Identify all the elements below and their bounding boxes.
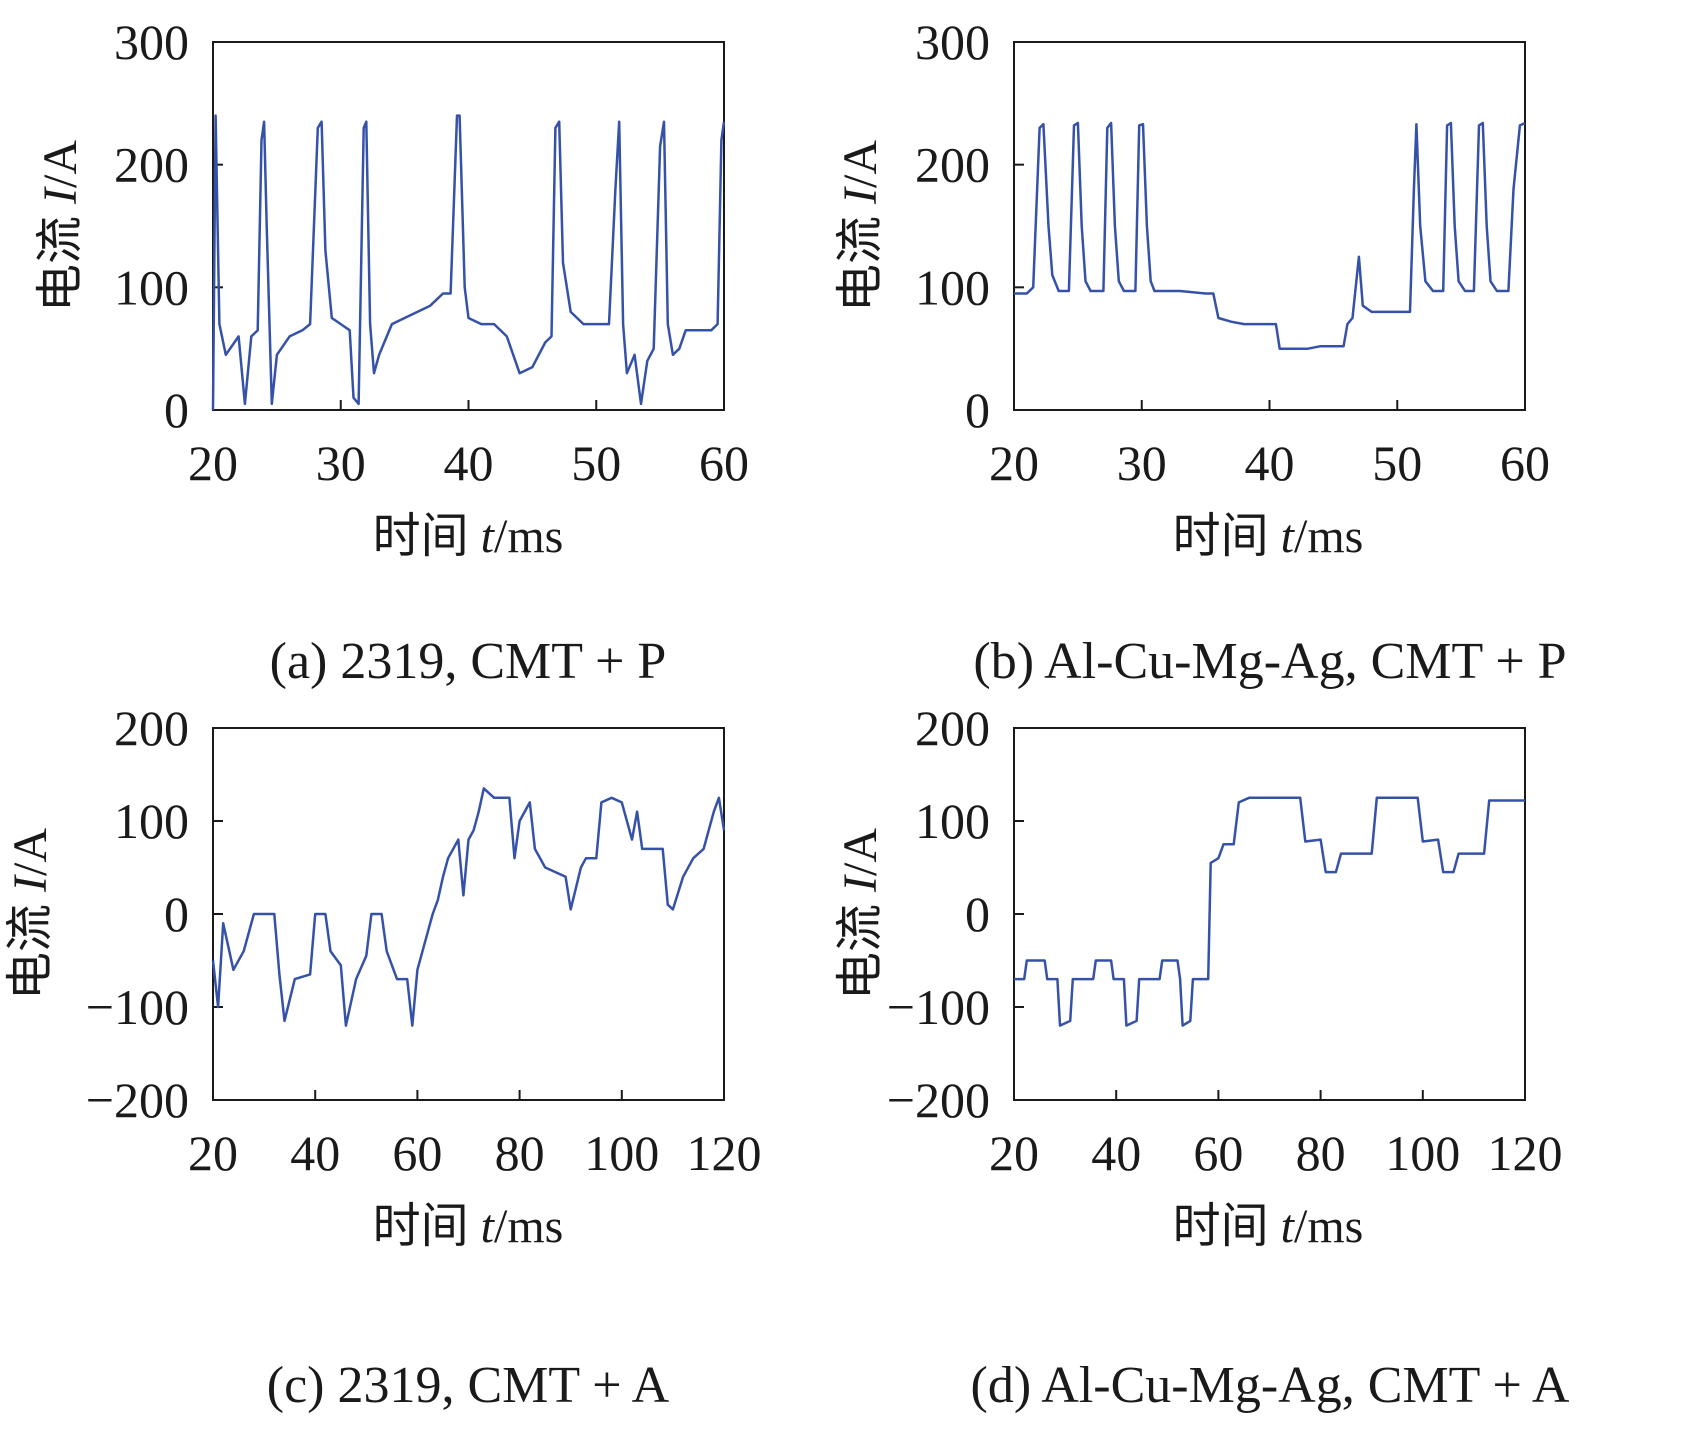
chart-d-x-tick-label: 80: [1296, 1125, 1346, 1181]
chart-a-y-tick-label: 100: [114, 259, 189, 315]
chart-a-y-tick-label: 0: [164, 382, 189, 438]
chart-c-ylabel: 电流 I/A: [4, 828, 57, 1000]
chart-c-ticks: 20 40 60 80 100 120 −200 −100 0 100 200: [86, 700, 762, 1181]
chart-d-plot-frame: [1013, 727, 1526, 1101]
chart-a-x-tick-label: 50: [571, 435, 621, 491]
chart-c-x-tick-label: 80: [495, 1125, 545, 1181]
chart-d-x-tick-label: 120: [1488, 1125, 1563, 1181]
chart-a-y-tick-label: 200: [114, 137, 189, 193]
chart-c-caption: (c) 2319, CMT + A: [267, 1357, 670, 1414]
chart-b-x-tick-label: 60: [1500, 435, 1550, 491]
chart-d-svg: 20 40 60 80 100 120 −200 −100 0 100 200 时间 t/ms 电流…: [834, 700, 1570, 1414]
chart-a-ylabel: 电流 I/A: [34, 140, 87, 312]
chart-d-xlabel: 时间 t/ms: [1173, 1200, 1364, 1253]
chart-c-x-tick-label: 120: [687, 1125, 762, 1181]
chart-b-series: [1014, 121, 1526, 350]
chart-b-current-line: [1014, 121, 1526, 350]
chart-a-x-tick-label: 60: [699, 435, 749, 491]
chart-a-x-tick-label: 20: [188, 435, 238, 491]
chart-d-current-line: [1014, 796, 1525, 1027]
chart-d-ylabel: 电流 I/A: [834, 828, 887, 1000]
chart-d-caption: (d) Al-Cu-Mg-Ag, CMT + A: [971, 1357, 1570, 1414]
chart-d-x-tick-label: 60: [1193, 1125, 1243, 1181]
chart-c-y-tick-label: 100: [114, 793, 189, 849]
chart-d-y-tick-label: 0: [965, 886, 990, 942]
chart-a-svg: 20 30 40 50 60 0 100 200 300 时间 t/ms 电流 I/A (a) …: [34, 14, 749, 690]
chart-d-x-tick-label: 100: [1385, 1125, 1460, 1181]
chart-d-x-tick-label: 20: [989, 1125, 1039, 1181]
chart-b-ticks: 20 30 40 50 60 0 100 200 300: [915, 14, 1550, 491]
chart-b-caption: (b) Al-Cu-Mg-Ag, CMT + P: [973, 633, 1566, 690]
chart-c-x-tick-label: 100: [584, 1125, 659, 1181]
chart-c-y-tick-label: −200: [86, 1072, 189, 1128]
chart-c-x-tick-label: 40: [290, 1125, 340, 1181]
chart-a-xlabel: 时间 t/ms: [373, 510, 564, 563]
chart-b-frame: [1013, 41, 1526, 411]
chart-b-x-tick-label: 30: [1117, 435, 1167, 491]
chart-b-y-tick-label: 0: [965, 382, 990, 438]
chart-c-xlabel: 时间 t/ms: [373, 1200, 564, 1253]
chart-b-y-tick-label: 200: [915, 137, 990, 193]
chart-b-ylabel: 电流 I/A: [834, 140, 887, 312]
chart-b-x-tick-label: 20: [989, 435, 1039, 491]
chart-c-current-line: [211, 787, 726, 1027]
chart-c-x-tick-label: 20: [188, 1125, 238, 1181]
chart-a-plot-frame: [212, 41, 725, 411]
chart-c-y-tick-label: 0: [164, 886, 189, 942]
chart-c-y-tick-label: −100: [86, 979, 189, 1035]
chart-c-svg: 20 40 60 80 100 120 −200 −100 0 100 200 时间 t/ms 电流…: [4, 700, 762, 1414]
chart-a-current-line: [211, 114, 726, 411]
chart-b-y-tick-label: 300: [915, 14, 990, 70]
chart-a-x-tick-label: 30: [316, 435, 366, 491]
chart-d-series: [1014, 796, 1525, 1027]
chart-panel-a: 20 30 40 50 60 0 100 200 300 时间 t/ms 电流 I/A (a) …: [0, 0, 846, 710]
chart-b-xlabel: 时间 t/ms: [1173, 510, 1364, 563]
chart-b-plot-frame: [1013, 41, 1526, 411]
chart-d-ticks: 20 40 60 80 100 120 −200 −100 0 100 200: [887, 700, 1563, 1181]
chart-a-x-tick-label: 40: [444, 435, 494, 491]
chart-d-y-tick-label: −200: [887, 1072, 990, 1128]
chart-a-y-tick-label: 300: [114, 14, 189, 70]
chart-panel-d: 20 40 60 80 100 120 −200 −100 0 100 200 时间 t/ms 电流…: [834, 700, 1693, 1437]
chart-b-x-tick-label: 40: [1245, 435, 1295, 491]
chart-c-series: [211, 787, 726, 1027]
chart-a-caption: (a) 2319, CMT + P: [270, 633, 667, 690]
chart-d-x-tick-label: 40: [1091, 1125, 1141, 1181]
chart-a-series: [211, 114, 726, 411]
chart-d-y-tick-label: −100: [887, 979, 990, 1035]
chart-c-y-tick-label: 200: [114, 700, 189, 756]
chart-d-frame: [1013, 727, 1526, 1101]
chart-panel-b: 20 30 40 50 60 0 100 200 300 时间 t/ms 电流 I/A (b) …: [834, 0, 1693, 710]
chart-a-ticks: 20 30 40 50 60 0 100 200 300: [114, 14, 749, 491]
chart-c-frame: [212, 727, 725, 1101]
chart-b-svg: 20 30 40 50 60 0 100 200 300 时间 t/ms 电流 I/A (b) …: [834, 14, 1567, 690]
chart-b-y-tick-label: 100: [915, 259, 990, 315]
chart-c-x-tick-label: 60: [392, 1125, 442, 1181]
chart-d-y-tick-label: 200: [915, 700, 990, 756]
chart-panel-c: 20 40 60 80 100 120 −200 −100 0 100 200 时间 t/ms 电流…: [0, 700, 846, 1437]
chart-b-x-tick-label: 50: [1372, 435, 1422, 491]
chart-d-y-tick-label: 100: [915, 793, 990, 849]
chart-c-plot-frame: [212, 727, 725, 1101]
chart-a-frame: [212, 41, 725, 411]
